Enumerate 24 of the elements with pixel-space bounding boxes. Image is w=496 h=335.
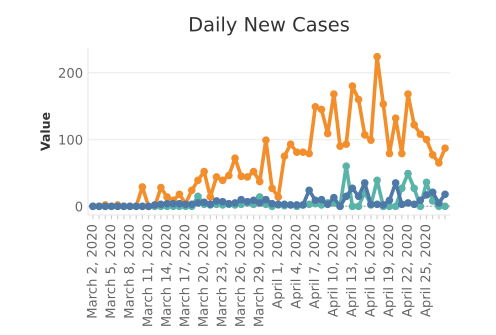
x-tick-label: April 10, 2020 <box>327 224 340 318</box>
x-tick-label: March 17, 2020 <box>179 224 191 326</box>
x-tick-label: April 16, 2020 <box>364 224 378 318</box>
x-tick-label: March 14, 2020 <box>160 224 172 326</box>
x-tick-label: April 7, 2020 <box>308 224 322 309</box>
x-tick-label: March 29, 2020 <box>253 224 265 326</box>
x-tick-label: March 26, 2020 <box>234 224 246 326</box>
x-tick-label: April 4, 2020 <box>290 224 304 309</box>
x-tick-label: March 2, 2020 <box>86 224 98 318</box>
x-tick-label: April 13, 2020 <box>346 224 359 318</box>
x-tick-label: March 5, 2020 <box>105 224 117 318</box>
y-tick-label: 0 <box>76 202 82 212</box>
x-tick-label: March 8, 2020 <box>124 224 136 318</box>
x-tick-label: April 22, 2020 <box>402 224 414 318</box>
x-tick-label: April 19, 2020 <box>383 224 396 318</box>
x-tick-label: March 11, 2020 <box>142 224 154 326</box>
x-tick-label: April 1, 2020 <box>272 224 285 309</box>
x-tick-label: April 25, 2020 <box>420 224 433 318</box>
x-tick-label: March 23, 2020 <box>216 224 228 326</box>
x-tick-label: March 20, 2020 <box>198 224 210 326</box>
chart-title: Daily New Cases <box>190 16 349 36</box>
y-tick-label: 200 <box>58 68 82 78</box>
y-tick-label: 100 <box>59 134 82 145</box>
y-axis-title: Value <box>40 112 50 151</box>
